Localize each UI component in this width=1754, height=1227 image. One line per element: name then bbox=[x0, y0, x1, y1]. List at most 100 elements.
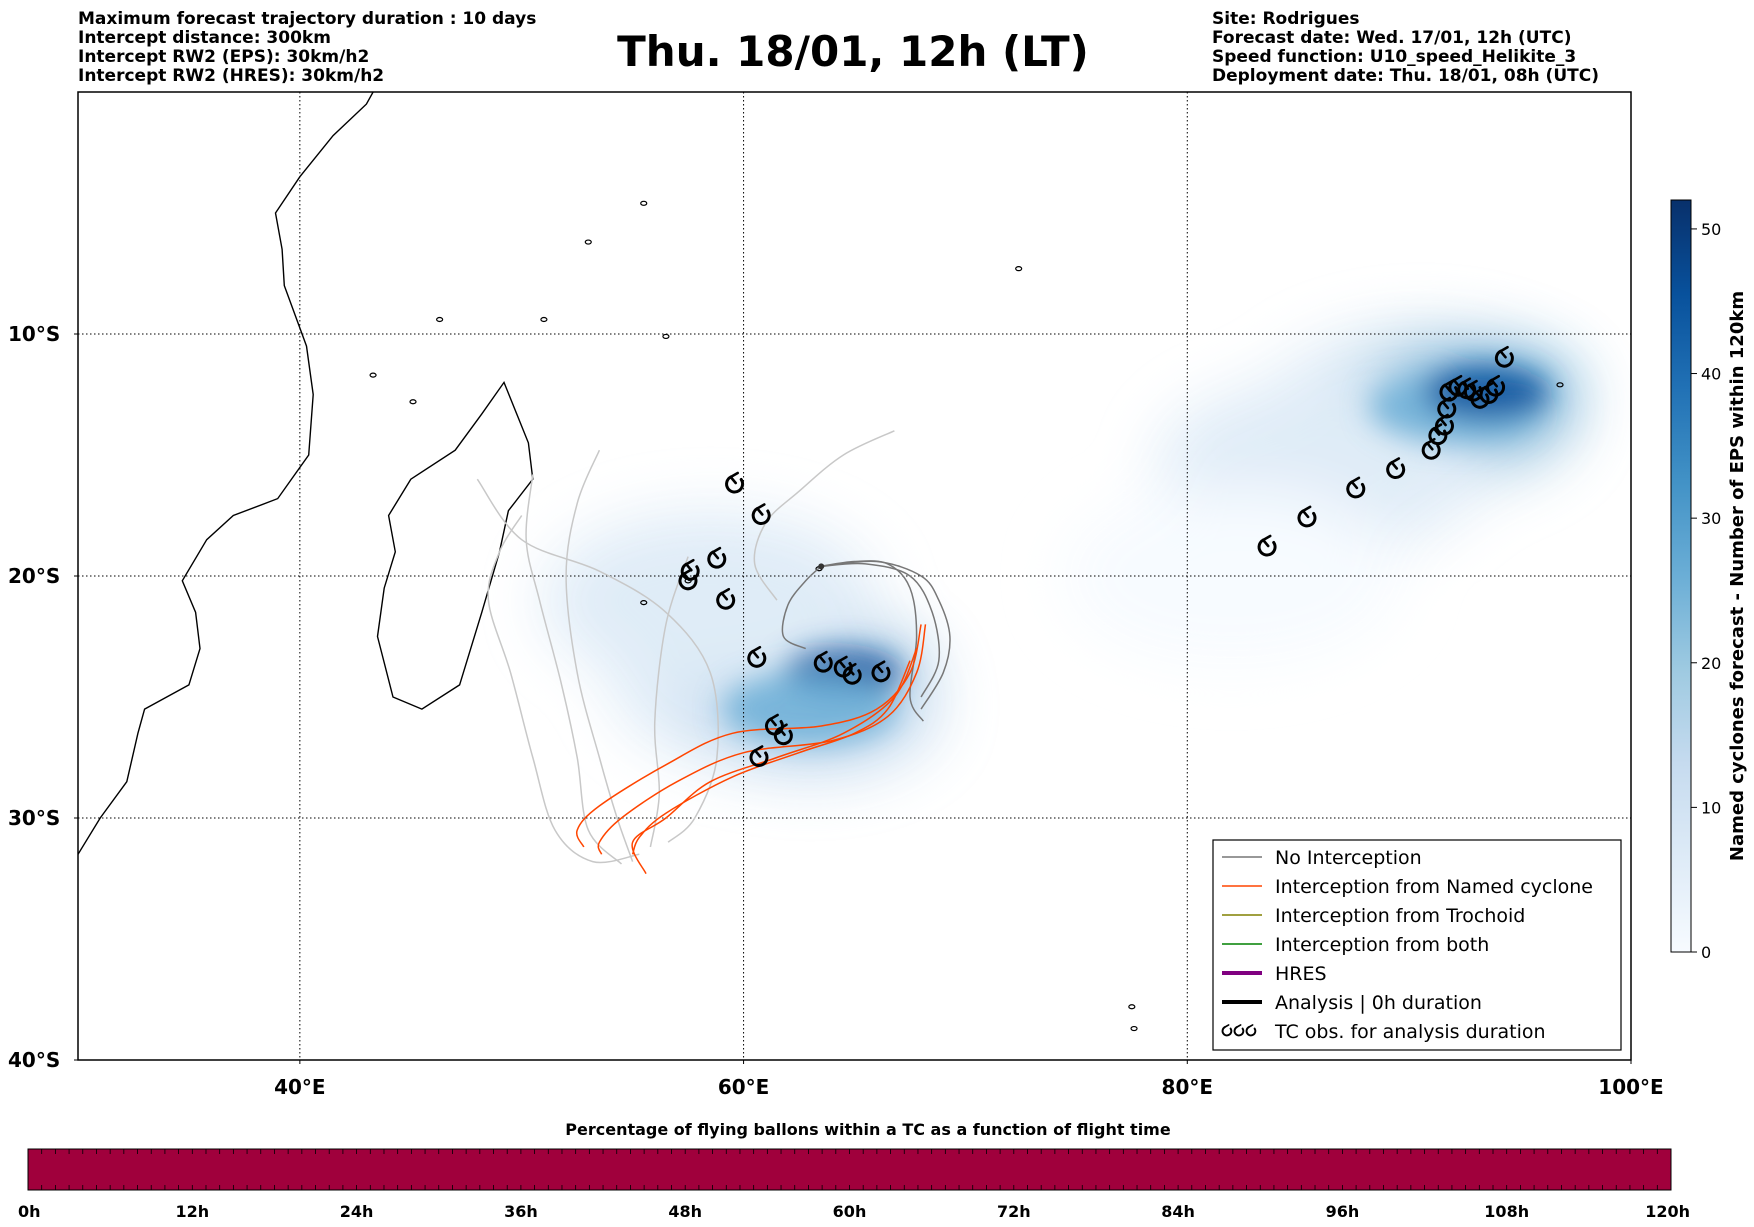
graticule bbox=[78, 92, 1631, 1060]
trajectory-no-interception-light-5 bbox=[649, 556, 689, 848]
bottom-tick-label-8: 96h bbox=[1326, 1202, 1360, 1221]
colorbar-tick-label-1: 10 bbox=[1701, 798, 1721, 817]
header-left-line-4: Intercept RW2 (HRES): 30km/h2 bbox=[78, 66, 384, 86]
island-7 bbox=[1556, 382, 1564, 388]
legend: No Interception Interception from Named c… bbox=[1212, 839, 1622, 1051]
legend-tc-symbol-icon bbox=[1221, 1024, 1233, 1037]
lon-label-2: 80°E bbox=[1162, 1075, 1214, 1099]
trajectory-named-cyclone-2 bbox=[631, 648, 918, 875]
lon-label-3: 100°E bbox=[1598, 1075, 1663, 1099]
legend-tc-symbol-icon bbox=[1233, 1024, 1245, 1037]
colorbar-ticks: 0 10 20 30 40 50 bbox=[1691, 220, 1721, 962]
density-core-2 bbox=[1424, 365, 1550, 419]
bottom-tick-label-4: 48h bbox=[668, 1202, 702, 1221]
bottom-tick-label-10: 120h bbox=[1645, 1202, 1690, 1221]
bottom-tick-label-6: 72h bbox=[997, 1202, 1031, 1221]
legend-label-3: Interception from both bbox=[1275, 934, 1489, 956]
header-right: Site: Rodrigues Forecast date: Wed. 17/0… bbox=[1212, 9, 1599, 86]
colorbar-tick-label-2: 20 bbox=[1701, 654, 1721, 673]
island-6 bbox=[1130, 1025, 1138, 1032]
lat-label-2: 30°S bbox=[8, 806, 60, 830]
legend-entry-5: Analysis | 0h duration bbox=[1222, 992, 1482, 1014]
header-right-line-2: Forecast date: Wed. 17/01, 12h (UTC) bbox=[1212, 28, 1571, 48]
colorbar-tick-label-3: 30 bbox=[1701, 509, 1721, 528]
tc-observation-symbol bbox=[833, 655, 853, 678]
island-14 bbox=[662, 333, 670, 340]
legend-label-5: Analysis | 0h duration bbox=[1275, 992, 1482, 1014]
header-right-line-4: Deployment date: Thu. 18/01, 08h (UTC) bbox=[1212, 66, 1599, 86]
trajectory-no-interception-light-0 bbox=[753, 430, 895, 601]
bottom-tick-label-2: 24h bbox=[340, 1202, 374, 1221]
tc-observation-symbol bbox=[707, 546, 727, 569]
lon-label-0: 40°E bbox=[274, 1075, 326, 1099]
tc-observation-symbol bbox=[747, 645, 767, 668]
longitude-labels: 40°E 60°E 80°E 100°E bbox=[274, 1060, 1664, 1099]
legend-box bbox=[1212, 839, 1622, 1051]
coastlines bbox=[78, 92, 1564, 1032]
density-halo-4 bbox=[1061, 486, 1402, 666]
trajectory-no-interception-light-2 bbox=[525, 474, 623, 865]
tc-observation-symbol bbox=[871, 660, 891, 683]
header-right-line-1: Site: Rodrigues bbox=[1212, 9, 1360, 29]
tc-observation-symbol bbox=[725, 471, 745, 494]
tc-observation-symbol bbox=[1386, 457, 1406, 479]
legend-label-6: TC obs. for analysis duration bbox=[1274, 1021, 1546, 1043]
tc-observation-symbol bbox=[773, 723, 793, 746]
legend-entry-3: Interception from both bbox=[1222, 934, 1489, 956]
legend-label-1: Interception from Named cyclone bbox=[1275, 876, 1593, 898]
bottom-tick-label-0: 0h bbox=[18, 1202, 41, 1221]
trajectory-no-interception-light-4 bbox=[476, 478, 719, 843]
island-12 bbox=[540, 316, 548, 323]
legend-label-0: No Interception bbox=[1275, 847, 1422, 869]
colorbar-gradient bbox=[1670, 199, 1692, 953]
island-9 bbox=[369, 372, 377, 378]
island-4 bbox=[1015, 266, 1023, 272]
latitude-labels: 10°S 20°S 30°S 40°S bbox=[8, 322, 78, 1072]
tc-observation-symbol bbox=[1346, 476, 1366, 499]
bottom-bar-ticks: 0h 12h 24h 36h 48h 60h 72h 84h 96h 108h 120h bbox=[18, 1149, 1690, 1221]
header-left-line-2: Intercept distance: 300km bbox=[78, 28, 331, 48]
density-core-7 bbox=[722, 671, 898, 747]
bottom-tick-label-9: 108h bbox=[1484, 1202, 1529, 1221]
legend-entry-6: TC obs. for analysis duration bbox=[1221, 1021, 1546, 1043]
tc-observation-symbol bbox=[751, 503, 771, 525]
island-5 bbox=[1128, 1004, 1136, 1010]
island-10 bbox=[409, 399, 417, 405]
trajectory-no-interception-3 bbox=[781, 565, 822, 650]
legend-tc-symbol-icon bbox=[1245, 1024, 1257, 1037]
figure-title: Thu. 18/01, 12h (LT) bbox=[617, 27, 1089, 76]
trajectory-no-interception-1 bbox=[821, 562, 941, 698]
legend-entry-0: No Interception bbox=[1222, 847, 1422, 869]
island-11 bbox=[436, 316, 444, 323]
island-0 bbox=[640, 600, 648, 606]
colorbar-label: Named cyclones forecast - Number of EPS … bbox=[1727, 291, 1748, 861]
legend-entry-2: Interception from Trochoid bbox=[1222, 905, 1525, 927]
ensemble-density-layer bbox=[542, 327, 1580, 777]
header-left-line-3: Intercept RW2 (EPS): 30km/h2 bbox=[78, 47, 369, 67]
lat-label-3: 40°S bbox=[8, 1048, 60, 1072]
tc-observation-symbol bbox=[1297, 505, 1317, 528]
tc-observations bbox=[678, 345, 1514, 767]
island-13 bbox=[584, 239, 592, 245]
trajectories bbox=[476, 430, 951, 875]
tc-observation-symbol bbox=[1494, 345, 1514, 368]
tc-observation-symbol bbox=[842, 662, 862, 685]
bottom-percentage-bar bbox=[27, 1148, 1672, 1191]
tc-observation-symbol bbox=[1257, 534, 1277, 557]
header-left: Maximum forecast trajectory duration : 1… bbox=[78, 9, 536, 86]
lat-label-0: 10°S bbox=[8, 322, 60, 346]
legend-entry-4: HRES bbox=[1222, 963, 1327, 985]
legend-label-2: Interception from Trochoid bbox=[1275, 905, 1525, 927]
legend-entry-1: Interception from Named cyclone bbox=[1222, 876, 1593, 898]
colorbar: 0 10 20 30 40 50 Named cyclones forecast - Nu… bbox=[1670, 199, 1748, 962]
map-area bbox=[78, 92, 1631, 1060]
trajectory-no-interception-2 bbox=[821, 560, 951, 710]
lat-label-1: 20°S bbox=[8, 564, 60, 588]
coastline-africa bbox=[78, 92, 374, 855]
tc-observation-symbol bbox=[749, 745, 769, 767]
bottom-bar-title: Percentage of flying ballons within a TC… bbox=[565, 1120, 1171, 1139]
bottom-tick-label-3: 36h bbox=[504, 1202, 538, 1221]
bottom-tick-label-7: 84h bbox=[1161, 1202, 1195, 1221]
bottom-tick-label-1: 12h bbox=[175, 1202, 209, 1221]
